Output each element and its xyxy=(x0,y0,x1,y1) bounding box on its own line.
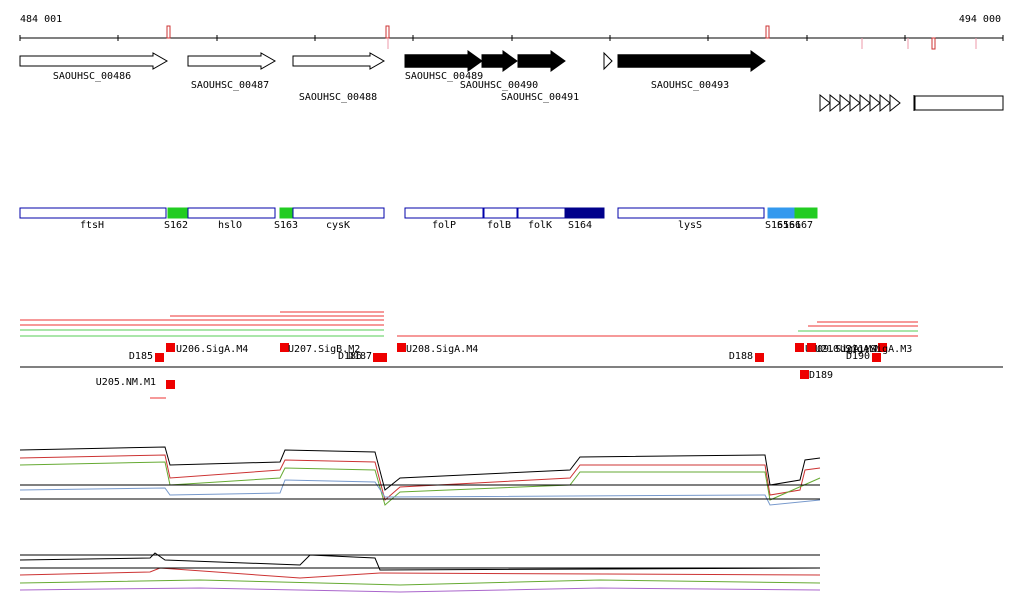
segment xyxy=(564,207,605,219)
gene-arrow xyxy=(481,50,518,72)
segment-label: folK xyxy=(528,220,552,231)
promoter-label: D188 xyxy=(729,351,753,362)
gene-arrow xyxy=(187,52,277,70)
promoter-mark xyxy=(397,343,406,352)
segment xyxy=(767,207,796,219)
promoter-mark xyxy=(373,353,382,362)
promoter-label: U205.NM.M1 xyxy=(96,377,156,388)
segment xyxy=(483,207,518,219)
segment xyxy=(167,207,189,219)
promoter-label: U210.SigA.M1 xyxy=(815,344,887,355)
promoter-label: D189 xyxy=(809,370,833,381)
gene-label: SAOUHSC_00493 xyxy=(651,80,729,91)
gene-label: SAOUHSC_00487 xyxy=(191,80,269,91)
promoter-mark xyxy=(755,353,764,362)
segment-label: S162 xyxy=(164,220,188,231)
segment xyxy=(794,207,818,219)
promoter-label: D185 xyxy=(129,351,153,362)
ruler: 484 001 494 000 xyxy=(19,14,1004,50)
gene-label: SAOUHSC_00489 xyxy=(405,71,483,82)
segment-label: S166 xyxy=(777,220,801,231)
segment-label: S164 xyxy=(568,220,592,231)
promoter-label: U208.SigA.M4 xyxy=(406,344,478,355)
promoter-mark xyxy=(378,353,387,362)
gene-label: SAOUHSC_00490 xyxy=(460,80,538,91)
segment xyxy=(517,207,566,219)
segment xyxy=(617,207,765,219)
promoter-mark xyxy=(800,370,809,379)
promoter-mark xyxy=(872,353,881,362)
promoter-label: D186 xyxy=(338,351,362,362)
segment xyxy=(404,207,484,219)
segment-label: folP xyxy=(432,220,456,231)
segment-label: S165 xyxy=(765,220,789,231)
expression-traces xyxy=(19,446,821,593)
gene-arrow xyxy=(617,50,766,72)
segment-label: S163 xyxy=(274,220,298,231)
segment xyxy=(292,207,385,219)
promoter-label: U209.SigA.M4 xyxy=(805,344,877,355)
ruler-start: 484 001 xyxy=(20,14,62,25)
promoter-mark xyxy=(280,343,289,352)
gene-arrow xyxy=(19,52,169,70)
gene-arrow xyxy=(292,52,386,70)
promoter-label: U206.SigA.M4 xyxy=(176,344,248,355)
segment-label: S167 xyxy=(789,220,813,231)
gene-label: SAOUHSC_00488 xyxy=(299,92,377,103)
segment xyxy=(187,207,276,219)
segment xyxy=(279,207,294,219)
promoter-mark xyxy=(166,343,175,352)
promoter-mark xyxy=(166,380,175,389)
gene-arrow xyxy=(517,50,566,72)
ruler-end: 494 000 xyxy=(959,14,1001,25)
promoter-label: D187 xyxy=(348,351,372,362)
segment-label: folB xyxy=(487,220,511,231)
promoter-label: D190 xyxy=(846,351,870,362)
promoter-mark xyxy=(155,353,164,362)
segment-label: lysS xyxy=(678,220,702,231)
segment xyxy=(19,207,167,219)
promoter-mark xyxy=(795,343,804,352)
gene-label: SAOUHSC_00491 xyxy=(501,92,579,103)
gene-extras xyxy=(603,51,1004,113)
promoter-mark xyxy=(807,343,816,352)
promoter-label: U207.SigB.M2 xyxy=(288,344,360,355)
segment-label: ftsH xyxy=(80,220,104,231)
gene-arrow xyxy=(404,50,483,72)
promoter-label: U211.SigA.M3 xyxy=(840,344,912,355)
segment-label: cysK xyxy=(326,220,350,231)
promoter-mark xyxy=(878,343,887,352)
gene-label: SAOUHSC_00486 xyxy=(53,71,131,82)
segment-label: hslO xyxy=(218,220,242,231)
promoter-lines xyxy=(20,311,1003,399)
